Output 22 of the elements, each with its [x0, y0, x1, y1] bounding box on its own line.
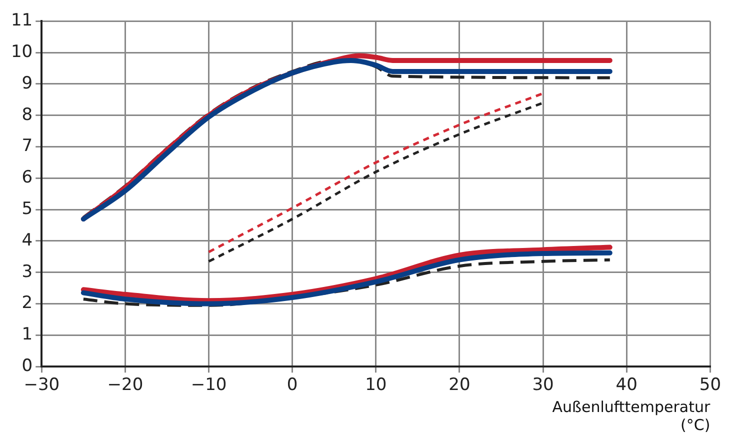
- x-tick-label: −30: [24, 375, 60, 396]
- x-tick-label: 20: [448, 375, 470, 396]
- x-tick-label: −10: [190, 375, 227, 396]
- y-tick-label: 6: [22, 168, 33, 188]
- y-tick-label: 2: [22, 293, 33, 314]
- x-tick-label: 30: [532, 375, 554, 396]
- y-tick-label: 9: [22, 73, 33, 94]
- x-tick-label: 40: [616, 375, 638, 396]
- x-tick-label: 0: [286, 375, 298, 396]
- y-tick-label: 7: [22, 136, 33, 156]
- y-tick-label: 10: [10, 42, 33, 62]
- x-tick-label: 10: [365, 375, 387, 396]
- y-tick-label: 11: [10, 10, 33, 31]
- x-axis-title: Außenlufttemperatur (°C): [552, 398, 712, 434]
- y-tick-label: 5: [22, 199, 33, 220]
- x-tick-label: 50: [699, 375, 722, 396]
- y-tick-label: 8: [22, 104, 33, 125]
- y-tick-label: 1: [22, 324, 33, 345]
- x-tick-label: −20: [107, 375, 144, 396]
- y-tick-label: 0: [22, 356, 33, 376]
- y-tick-label: 4: [22, 230, 33, 250]
- y-tick-label: 3: [22, 262, 33, 282]
